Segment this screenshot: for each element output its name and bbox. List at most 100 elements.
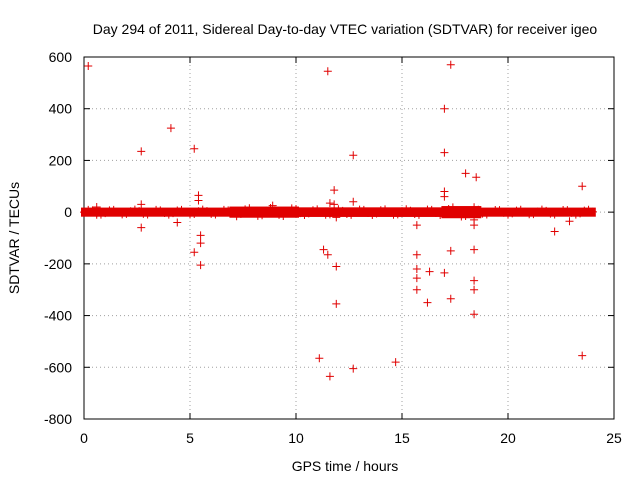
- data-point-marker: [118, 210, 127, 219]
- y-tick-label: -600: [44, 359, 72, 375]
- data-point-marker: [372, 209, 381, 218]
- data-point-marker: [101, 209, 110, 218]
- data-point-marker: [84, 62, 93, 71]
- data-point-marker: [472, 173, 481, 182]
- y-tick-label: -800: [44, 411, 72, 427]
- data-point-marker: [160, 209, 169, 218]
- data-point-marker: [224, 206, 233, 215]
- data-point-marker: [584, 205, 593, 214]
- data-point-marker: [508, 209, 517, 218]
- data-point-marker: [444, 205, 453, 214]
- data-point-marker: [342, 210, 351, 219]
- data-point-marker: [520, 207, 529, 216]
- data-point-marker: [588, 207, 597, 216]
- data-point-marker: [470, 245, 479, 254]
- data-point-marker: [419, 208, 428, 217]
- data-point-marker: [412, 221, 421, 230]
- data-point-marker: [529, 210, 538, 219]
- data-point-marker: [126, 207, 135, 216]
- data-point-marker: [147, 208, 156, 217]
- data-point-marker: [533, 207, 542, 216]
- data-point-marker: [325, 210, 334, 219]
- data-point-marker: [105, 206, 114, 215]
- data-point-marker: [406, 206, 415, 215]
- data-point-marker: [332, 213, 341, 222]
- data-point-marker: [173, 218, 182, 227]
- data-point-marker: [478, 209, 487, 218]
- data-point-marker: [470, 310, 479, 319]
- data-point-marker: [173, 206, 182, 215]
- plot-frame: [83, 56, 615, 420]
- data-band-segment: [81, 207, 236, 217]
- data-point-marker: [330, 186, 339, 195]
- data-point-marker: [330, 207, 339, 216]
- data-point-marker: [279, 212, 288, 221]
- data-point-marker: [412, 250, 421, 259]
- data-point-marker: [550, 227, 559, 236]
- data-point-marker: [550, 210, 559, 219]
- data-point-marker: [194, 196, 203, 205]
- data-point-marker: [80, 208, 88, 217]
- data-point-marker: [546, 209, 555, 218]
- data-point-marker: [440, 104, 449, 113]
- data-point-marker: [391, 358, 400, 367]
- data-point-marker: [470, 203, 479, 212]
- data-point-marker: [554, 208, 563, 217]
- x-tick-label: 0: [80, 430, 88, 446]
- data-point-marker: [412, 265, 421, 274]
- data-point-marker: [308, 206, 317, 215]
- data-point-marker: [177, 205, 186, 214]
- data-point-marker: [440, 209, 449, 218]
- data-point-marker: [198, 205, 207, 214]
- data-point-marker: [512, 206, 521, 215]
- data-point-marker: [499, 208, 508, 217]
- data-point-marker: [359, 205, 368, 214]
- data-point-marker: [431, 208, 440, 217]
- y-tick-label: 200: [49, 152, 73, 168]
- data-point-marker: [470, 276, 479, 285]
- data-point-marker: [275, 210, 284, 219]
- data-point-marker: [258, 211, 267, 220]
- data-point-marker: [410, 209, 419, 218]
- data-point-marker: [228, 209, 237, 218]
- data-point-marker: [156, 206, 165, 215]
- data-point-marker: [576, 209, 585, 218]
- data-point-marker: [202, 207, 211, 216]
- y-tick-label: -400: [44, 308, 72, 324]
- data-point-marker: [402, 205, 411, 214]
- data-point-marker: [332, 299, 341, 308]
- data-point-marker: [92, 210, 101, 219]
- data-point-marker: [504, 210, 512, 219]
- data-point-marker: [385, 207, 394, 216]
- data-point-marker: [304, 209, 313, 218]
- data-point-marker: [190, 248, 199, 257]
- data-point-marker: [368, 211, 377, 220]
- data-point-marker: [440, 192, 449, 201]
- x-tick-label: 25: [606, 430, 622, 446]
- data-band-segment: [475, 207, 596, 217]
- data-point-marker: [563, 206, 572, 215]
- data-point-marker: [253, 211, 262, 220]
- data-point-marker: [364, 209, 373, 218]
- data-point-marker: [325, 199, 334, 208]
- data-point-marker: [283, 208, 292, 217]
- x-tick-label: 10: [288, 430, 304, 446]
- axis-ticks: 0 5 10 15 20 25 -800 -600 -400 -200 0 200 400 600: [44, 49, 622, 446]
- data-point-marker: [287, 204, 296, 213]
- data-point-marker: [166, 124, 175, 133]
- data-point-marker: [249, 207, 258, 216]
- chart-title: Day 294 of 2011, Sidereal Day-to-day VTE…: [93, 21, 598, 37]
- data-point-marker: [137, 223, 146, 232]
- data-point-marker: [317, 207, 326, 216]
- data-point-marker: [292, 205, 300, 214]
- data-series: [80, 60, 597, 381]
- data-point-marker: [446, 246, 455, 255]
- y-axis-label: SDTVAR / TECUs: [6, 182, 22, 294]
- x-tick-label: 15: [394, 430, 410, 446]
- data-point-marker: [315, 354, 324, 363]
- x-tick-label: 5: [186, 430, 194, 446]
- data-point-marker: [425, 267, 434, 276]
- data-point-marker: [135, 207, 144, 216]
- data-point-marker: [211, 210, 220, 219]
- data-point-marker: [296, 209, 305, 218]
